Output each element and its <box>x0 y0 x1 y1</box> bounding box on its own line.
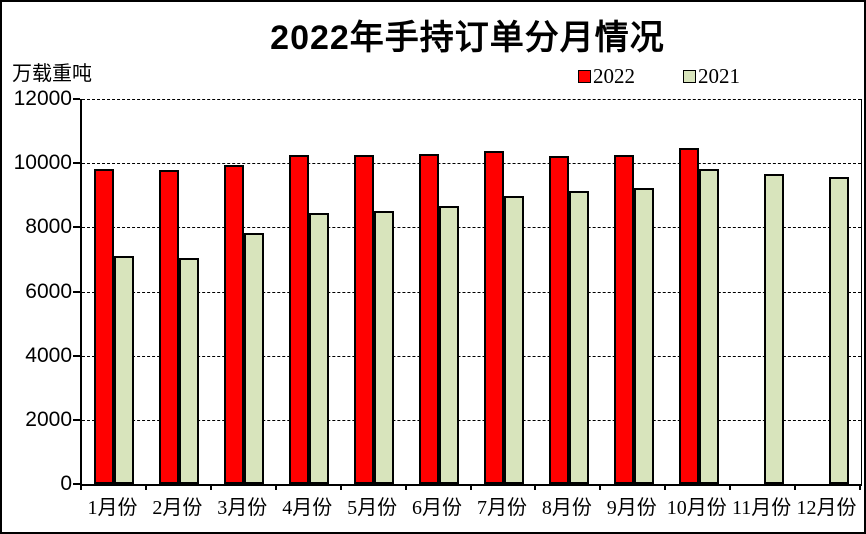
bar-2022-2月份 <box>159 170 180 484</box>
x-axis-label-6月份: 6月份 <box>412 497 463 519</box>
bar-2022-10月份 <box>678 148 699 484</box>
x-axis-label-7月份: 7月份 <box>476 497 527 519</box>
bar-2021-4月份 <box>309 212 330 484</box>
x-tick-7 <box>534 484 537 490</box>
legend-swatch-2022 <box>578 70 591 83</box>
bar-2021-6月份 <box>439 205 460 484</box>
plot-area <box>80 99 862 486</box>
bar-2021-11月份 <box>763 174 784 484</box>
x-axis-label-3月份: 3月份 <box>217 497 268 519</box>
x-tick-1 <box>144 484 147 490</box>
x-tick-3 <box>274 484 277 490</box>
x-tick-9 <box>664 484 667 490</box>
x-axis-label-4月份: 4月份 <box>282 497 333 519</box>
x-tick-5 <box>404 484 407 490</box>
y-tick-12000 <box>73 98 80 100</box>
x-tick-4 <box>339 484 342 490</box>
gridline-10000 <box>82 163 861 165</box>
legend: 2022 2021 <box>578 64 740 89</box>
x-axis-label-8月份: 8月份 <box>541 497 592 519</box>
y-tick-2000 <box>73 418 80 421</box>
legend-item-2022: 2022 <box>578 64 635 89</box>
x-axis-label-10月份: 10月份 <box>666 497 727 519</box>
bar-2021-9月份 <box>633 187 654 484</box>
x-tick-12 <box>859 484 861 490</box>
x-tick-10 <box>729 484 732 490</box>
x-axis-label-5月份: 5月份 <box>347 497 398 519</box>
x-axis-label-2月份: 2月份 <box>152 497 203 519</box>
x-axis-label-11月份: 11月份 <box>731 497 792 519</box>
y-axis-label-12000: 12000 <box>13 87 72 110</box>
bar-2022-7月份 <box>483 151 504 484</box>
x-axis-label-1月份: 1月份 <box>87 497 138 519</box>
x-tick-0 <box>80 484 82 490</box>
bar-2021-12月份 <box>828 176 849 484</box>
gridline-6000 <box>82 291 861 293</box>
bar-2021-1月份 <box>114 256 135 484</box>
bar-2021-7月份 <box>503 196 524 484</box>
legend-label-2022: 2022 <box>593 64 635 88</box>
legend-label-2021: 2021 <box>698 64 740 88</box>
gridline-8000 <box>82 227 861 229</box>
bar-2022-3月份 <box>224 165 245 484</box>
bar-2021-3月份 <box>244 233 265 484</box>
legend-swatch-2021 <box>683 70 696 83</box>
y-tick-0 <box>73 483 80 485</box>
y-tick-8000 <box>73 226 80 229</box>
y-tick-10000 <box>73 162 80 165</box>
x-axis-label-12月份: 12月份 <box>796 497 857 519</box>
bar-2022-9月份 <box>613 154 634 484</box>
bar-2022-4月份 <box>289 154 310 484</box>
bar-2021-5月份 <box>374 211 395 484</box>
bar-2021-10月份 <box>698 168 719 484</box>
y-tick-6000 <box>73 290 80 293</box>
gridline-4000 <box>82 355 861 357</box>
x-tick-6 <box>469 484 472 490</box>
x-axis-label-9月份: 9月份 <box>606 497 657 519</box>
y-axis-label-6000: 6000 <box>25 279 72 303</box>
x-tick-2 <box>209 484 212 490</box>
chart-title: 2022年手持订单分月情况 <box>270 19 665 57</box>
y-axis-label-10000: 10000 <box>13 151 72 175</box>
y-axis-label-0: 0 <box>60 472 72 495</box>
x-tick-8 <box>599 484 602 490</box>
y-tick-4000 <box>73 354 80 357</box>
y-axis-label-8000: 8000 <box>25 215 72 239</box>
bar-2021-8月份 <box>568 191 589 484</box>
bar-2022-8月份 <box>548 156 569 484</box>
gridline-2000 <box>82 419 861 421</box>
bar-2022-1月份 <box>94 169 115 484</box>
bar-2022-5月份 <box>354 155 375 484</box>
y-axis-unit-label: 万载重吨 <box>12 63 92 85</box>
legend-item-2021: 2021 <box>683 64 740 89</box>
x-tick-11 <box>794 484 797 490</box>
bar-2022-6月份 <box>419 153 440 484</box>
y-axis-label-4000: 4000 <box>25 343 72 367</box>
gridline-12000 <box>82 99 861 100</box>
y-axis-label-2000: 2000 <box>25 407 72 431</box>
bar-2021-2月份 <box>179 258 200 484</box>
